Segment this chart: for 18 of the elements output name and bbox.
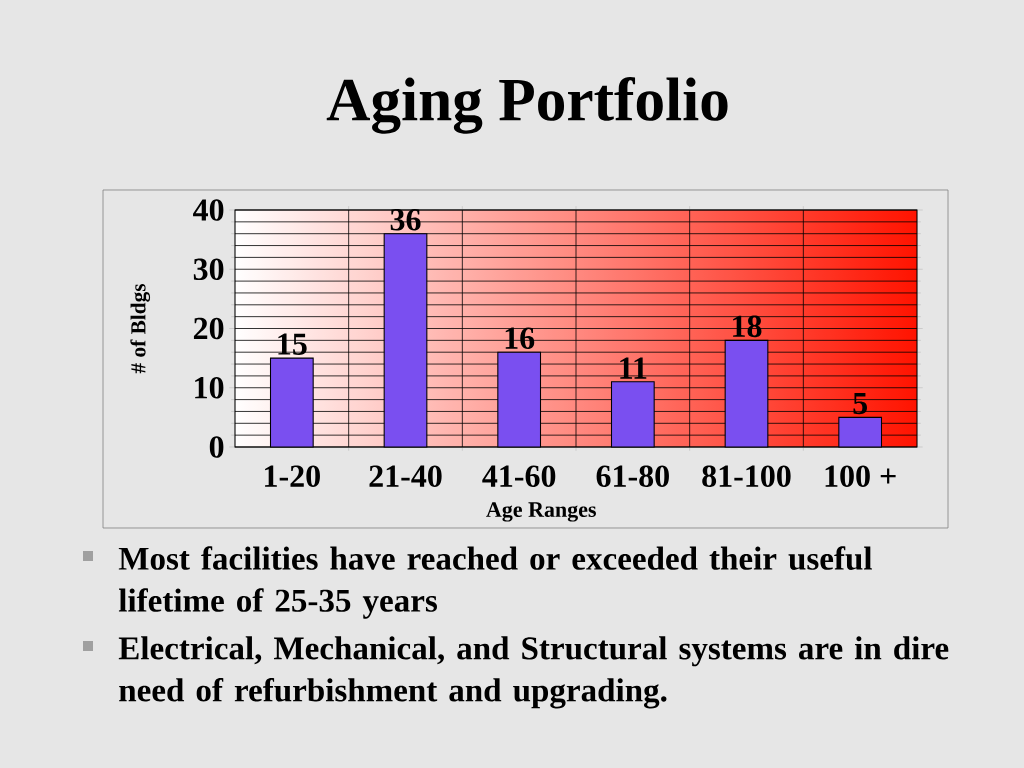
y-tick-label: 0 xyxy=(209,436,224,458)
x-axis-title: Age Ranges xyxy=(486,502,596,522)
y-tick-label: 30 xyxy=(193,258,224,281)
data-label: 11 xyxy=(620,357,647,379)
data-label: 36 xyxy=(390,209,421,231)
x-tick-label: 61-80 xyxy=(596,465,669,487)
text: Electrical, Mechanical, and Structural systems are in dire need of refurbishment and upgrading. xyxy=(118,636,949,709)
y-tick-label: 10 xyxy=(195,376,224,399)
chart-title: Aging Portfolio xyxy=(326,76,728,134)
y-axis-title: # of Bldgs xyxy=(130,283,151,374)
x-tick-label: 41-60 xyxy=(482,465,556,487)
x-tick-label: 21-40 xyxy=(369,465,442,487)
text: Most facilities have reached or exceeded their useful lifetime of 25-35 years xyxy=(118,546,872,619)
y-tick-label: 20 xyxy=(193,317,224,340)
x-tick-label: 100 + xyxy=(825,465,896,487)
x-tick-label: 1-20 xyxy=(265,465,320,487)
y-tick-label: 40 xyxy=(193,199,224,221)
x-tick-label: 81-100 xyxy=(702,465,791,487)
